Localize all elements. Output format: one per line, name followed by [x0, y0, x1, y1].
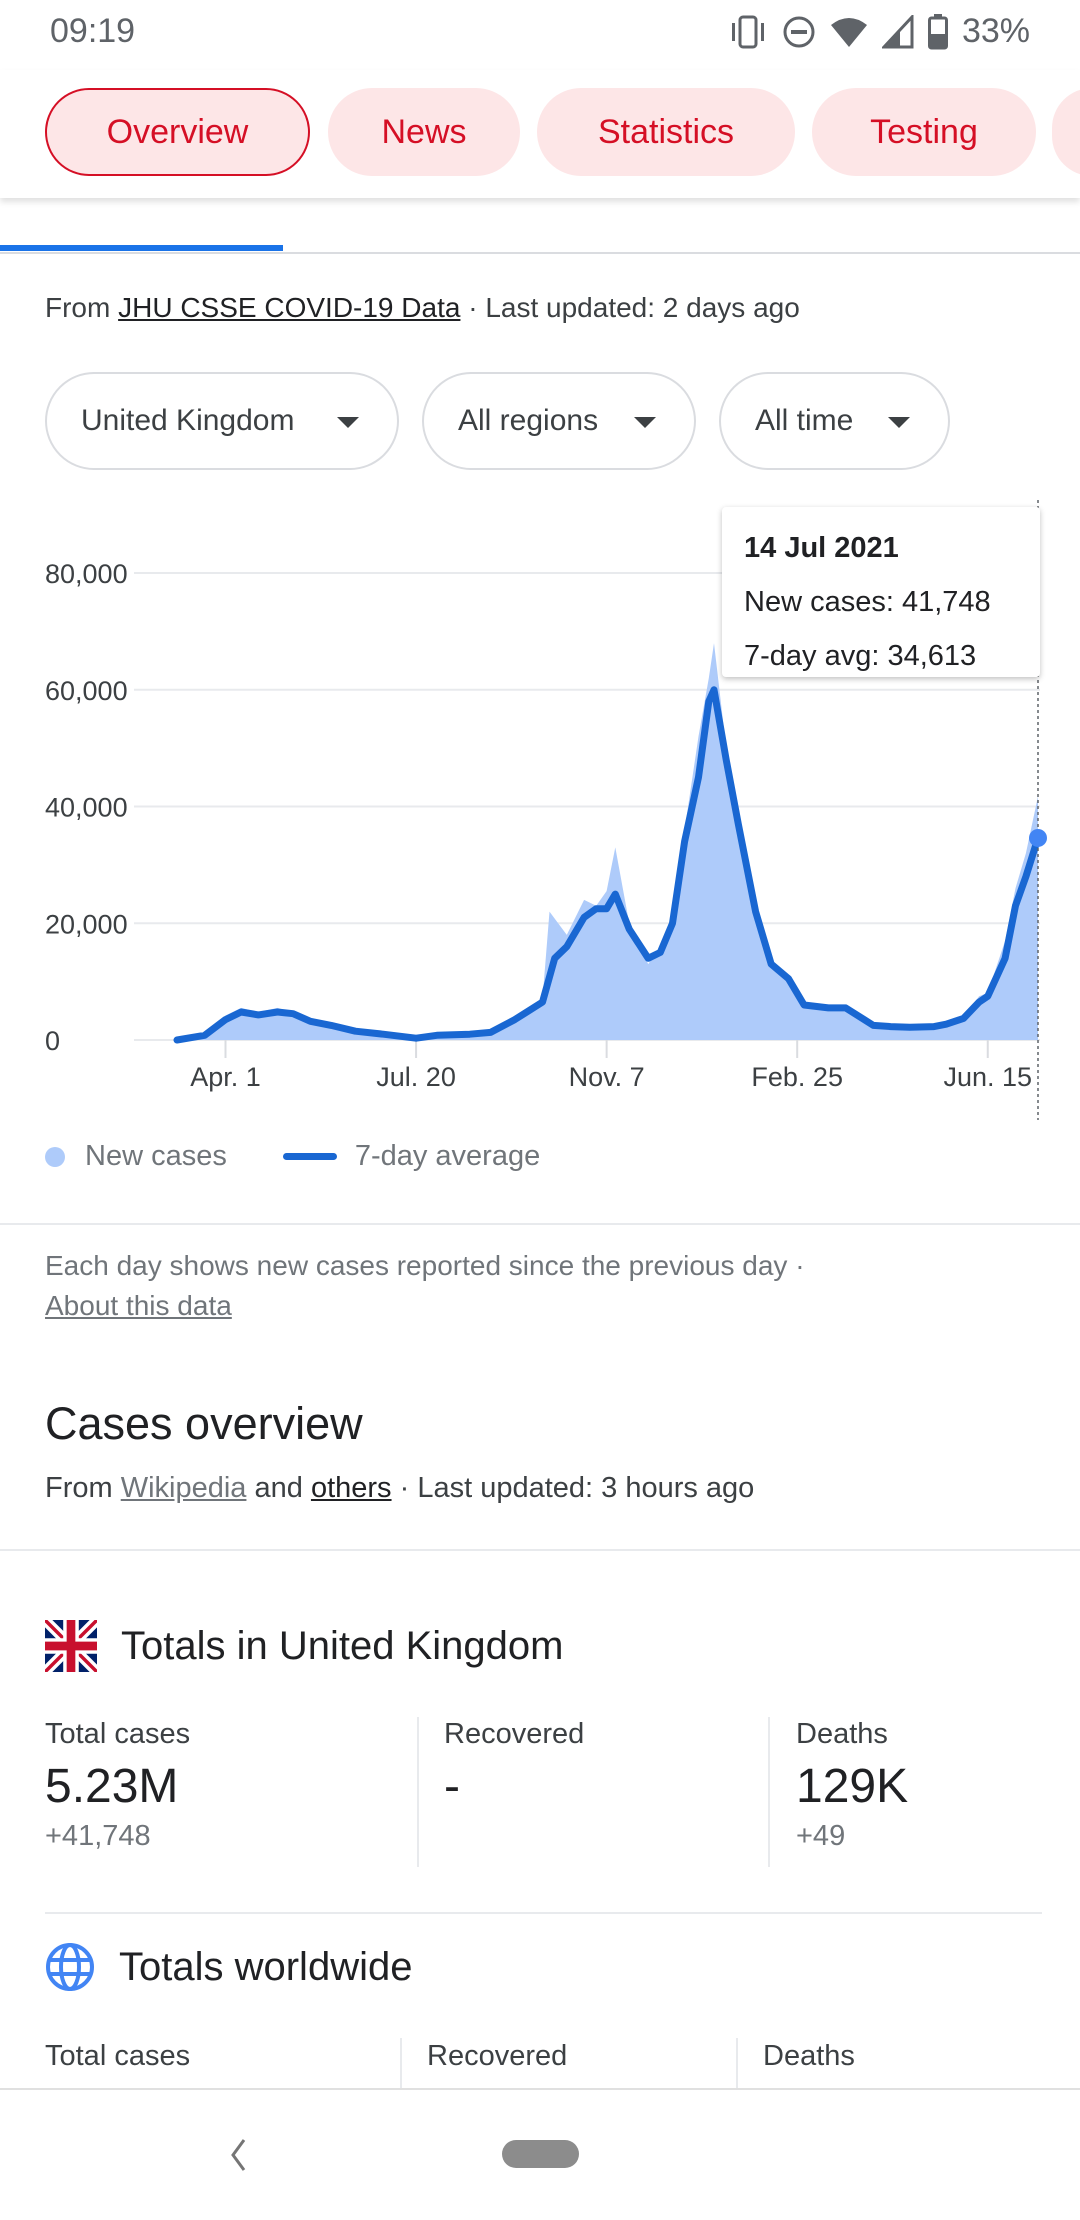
- tab-testing[interactable]: Testing: [812, 88, 1036, 176]
- uk-flag-icon: [45, 1620, 97, 1672]
- sub-tab-indicator[interactable]: [0, 245, 283, 251]
- column-divider: [400, 2038, 402, 2088]
- x-tick-label: Jul. 20: [376, 1062, 456, 1092]
- legend-avg-marker: [282, 1153, 337, 1160]
- cases-chart[interactable]: 0 20,000 40,000 60,000 80,000 Apr. 1 Jul. 20 No…: [0, 500, 1080, 1120]
- x-tick-label: Jun. 15: [943, 1062, 1032, 1092]
- tab-overview[interactable]: Overview: [45, 88, 310, 176]
- x-tick-label: Nov. 7: [569, 1062, 645, 1092]
- column-divider: [736, 2038, 738, 2088]
- seven-day-average-line: [173, 686, 1042, 1044]
- section-title: Cases overview: [45, 1398, 363, 1449]
- chart-tooltip: 14 Jul 2021 New cases: 41,748 7-day avg:…: [722, 507, 1040, 677]
- y-tick-label: 40,000: [45, 793, 128, 823]
- world-deaths: Deaths: [763, 2040, 855, 2072]
- tooltip-avg: 7-day avg: 34,613: [744, 640, 977, 672]
- about-data-link[interactable]: About this data: [45, 1290, 232, 1321]
- tab-statistics[interactable]: Statistics: [537, 88, 795, 176]
- tab-more[interactable]: [1052, 88, 1080, 176]
- country-dropdown[interactable]: United Kingdom: [45, 372, 399, 470]
- others-link[interactable]: others: [310, 1472, 392, 1504]
- battery-level: 33%: [961, 12, 1030, 50]
- chevron-down-icon: [337, 417, 359, 428]
- legend-new-cases-marker: [45, 1146, 65, 1167]
- topic-tabs: Overview News Statistics Testing: [0, 70, 1080, 198]
- status-bar: 09:19 33%: [0, 0, 1080, 70]
- wikipedia-link[interactable]: Wikipedia: [120, 1472, 247, 1504]
- source-link[interactable]: JHU CSSE COVID-19 Data: [118, 292, 461, 323]
- status-time: 09:19: [50, 12, 136, 50]
- sub-tab-divider: [0, 252, 1080, 254]
- tooltip-date: 14 Jul 2021: [744, 532, 899, 564]
- chevron-down-icon: [634, 417, 656, 428]
- world-totals-title: Totals worldwide: [119, 1944, 413, 1989]
- time-range-dropdown[interactable]: All time: [719, 372, 950, 470]
- home-pill[interactable]: [502, 2140, 579, 2168]
- y-tick-label: 20,000: [45, 909, 128, 939]
- chart-legend: New cases 7-day average: [45, 1140, 540, 1173]
- signal-icon: [881, 14, 914, 48]
- divider: [45, 1912, 1042, 1914]
- y-tick-label: 0: [45, 1026, 60, 1056]
- system-nav-bar: [0, 2088, 1080, 2220]
- x-tick-label: Apr. 1: [190, 1062, 261, 1092]
- world-recovered: Recovered: [427, 2040, 568, 2072]
- chevron-down-icon: [888, 417, 910, 428]
- uk-totals-title: Totals in United Kingdom: [121, 1623, 564, 1668]
- hover-point: [1029, 828, 1047, 847]
- legend-new-cases: New cases: [85, 1140, 227, 1172]
- new-cases-area: [177, 643, 1038, 1040]
- uk-total-cases: Total cases 5.23M +41,748: [45, 1718, 191, 1852]
- y-tick-label: 80,000: [45, 559, 128, 589]
- wifi-icon: [830, 17, 867, 47]
- column-divider: [417, 1717, 419, 1867]
- divider: [0, 1549, 1080, 1551]
- data-note: Each day shows new cases reported since …: [45, 1246, 805, 1326]
- column-divider: [768, 1717, 770, 1867]
- do-not-disturb-icon: [783, 16, 815, 47]
- y-tick-label: 60,000: [45, 676, 128, 706]
- tab-news[interactable]: News: [328, 88, 520, 176]
- tooltip-new-cases: New cases: 41,748: [744, 586, 991, 618]
- uk-recovered: Recovered -: [444, 1718, 585, 1813]
- region-dropdown[interactable]: All regions: [422, 372, 696, 470]
- divider: [0, 1223, 1080, 1225]
- world-total-cases: Total cases: [45, 2040, 191, 2072]
- uk-deaths: Deaths 129K +49: [796, 1718, 909, 1852]
- back-icon[interactable]: [228, 2138, 248, 2172]
- world-totals-header: Totals worldwide: [45, 1942, 412, 1992]
- uk-totals-header: Totals in United Kingdom: [45, 1620, 563, 1672]
- vibrate-icon: [731, 15, 764, 48]
- overview-source: From Wikipedia and others · Last updated…: [45, 1472, 755, 1504]
- x-tick-label: Feb. 25: [751, 1062, 843, 1092]
- globe-icon: [46, 1943, 94, 1991]
- battery-icon: [927, 13, 948, 49]
- data-source: From JHU CSSE COVID-19 Data · Last updat…: [45, 292, 800, 323]
- legend-avg: 7-day average: [354, 1140, 541, 1172]
